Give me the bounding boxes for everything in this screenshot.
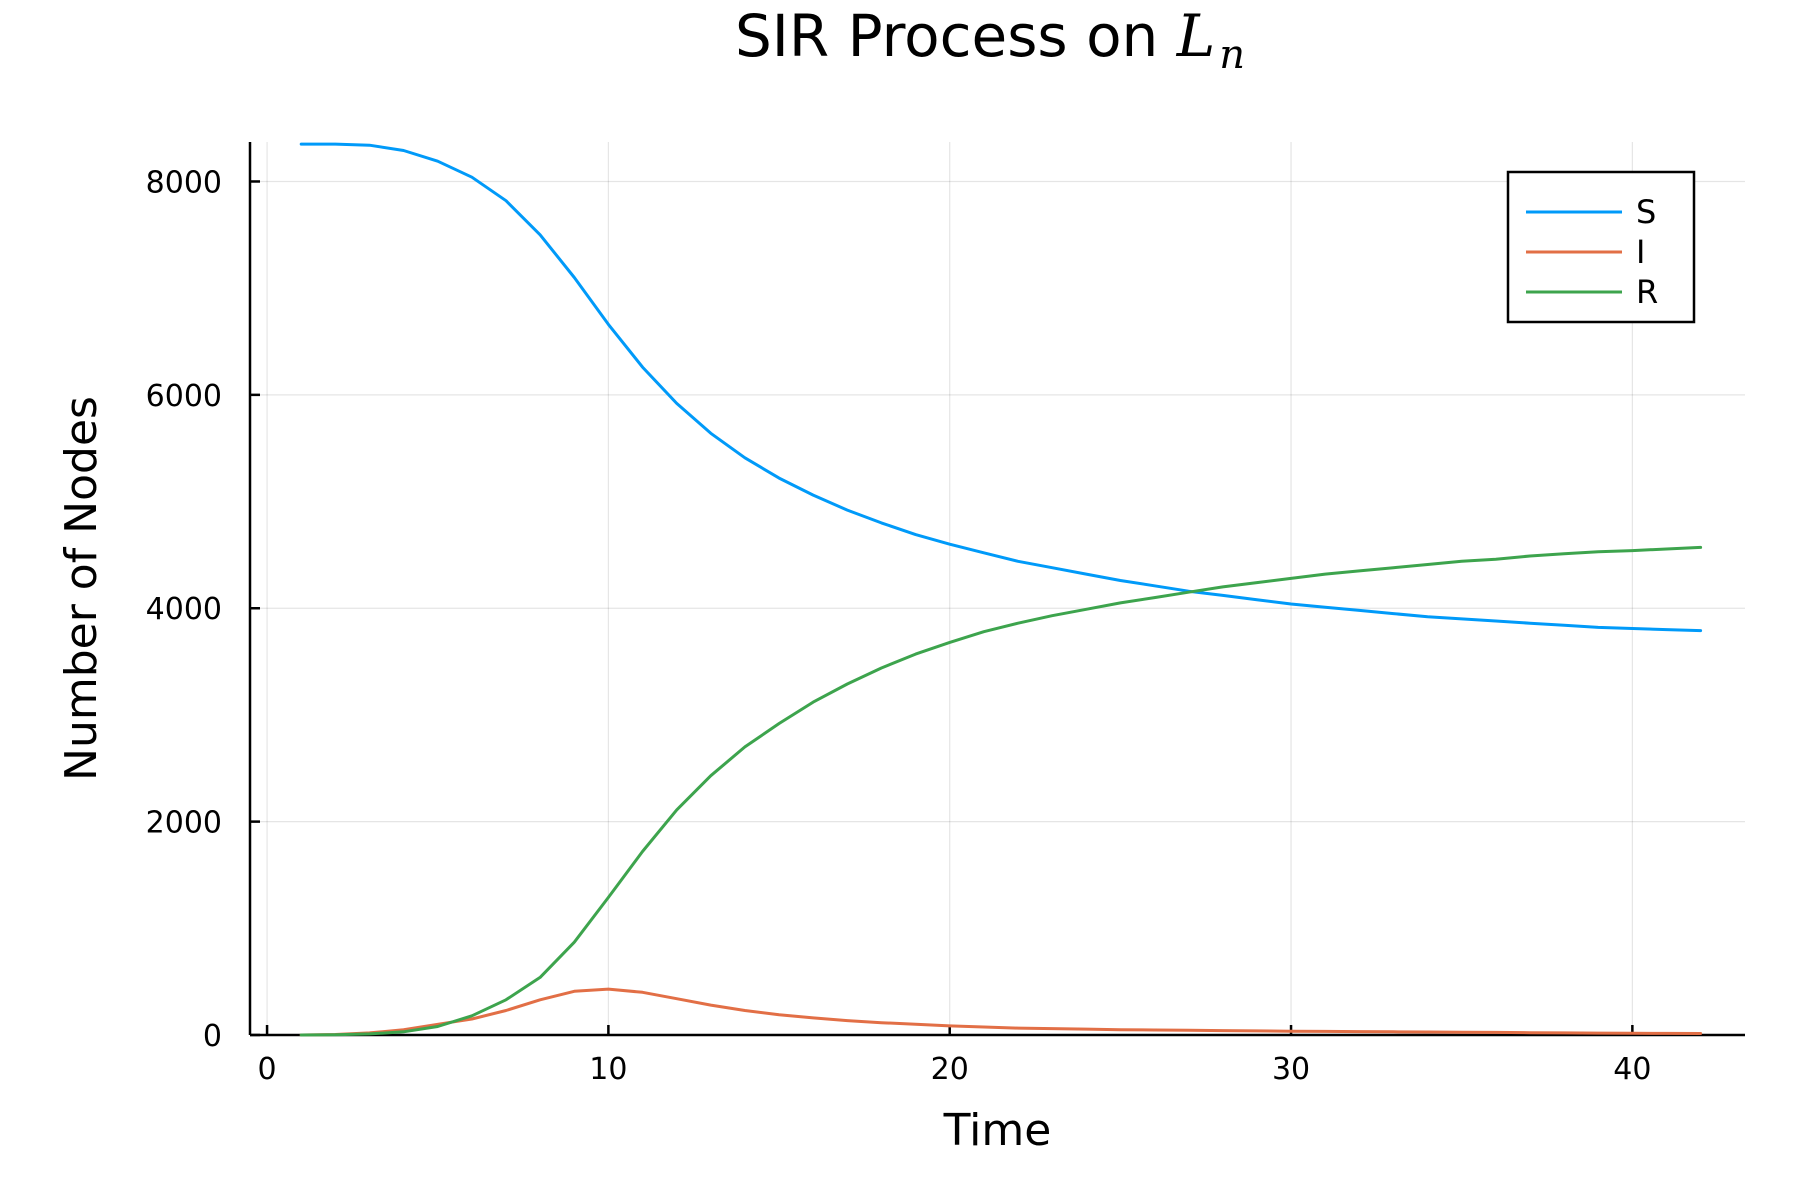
- y-axis-title: Number of Nodes: [56, 396, 107, 781]
- y-tick-label: 8000: [146, 165, 222, 200]
- y-tick-label: 6000: [146, 379, 222, 414]
- x-tick-label: 0: [258, 1052, 277, 1087]
- x-tick-label: 10: [589, 1052, 627, 1087]
- x-axis-title: Time: [943, 1105, 1052, 1156]
- chart-title-math-sub: n: [1219, 32, 1245, 78]
- legend-label-r: R: [1636, 273, 1658, 311]
- tick-labels: 0 10 20 30 40 0 2000 4000 6000 8000: [146, 165, 1652, 1087]
- legend-label-s: S: [1636, 193, 1656, 231]
- legend-label-i: I: [1636, 233, 1645, 271]
- chart-title: SIR Process on L n: [735, 2, 1245, 78]
- series-line-i: [299, 987, 1703, 1037]
- x-tick-label: 30: [1272, 1052, 1310, 1087]
- x-tick-label: 20: [931, 1052, 969, 1087]
- legend: SIR: [1506, 170, 1696, 324]
- y-tick-label: 2000: [146, 806, 222, 841]
- y-tick-label: 4000: [146, 592, 222, 627]
- chart-title-text: SIR Process on: [735, 2, 1177, 70]
- series-line-s: [299, 142, 1703, 633]
- x-tick-label: 40: [1613, 1052, 1651, 1087]
- legend-box: [1506, 170, 1696, 324]
- series-lines: [299, 142, 1703, 1037]
- series-line-r: [299, 545, 1703, 1037]
- chart-title-math-base: L: [1176, 2, 1216, 70]
- y-tick-label: 0: [203, 1019, 222, 1054]
- axes: [248, 142, 1745, 1037]
